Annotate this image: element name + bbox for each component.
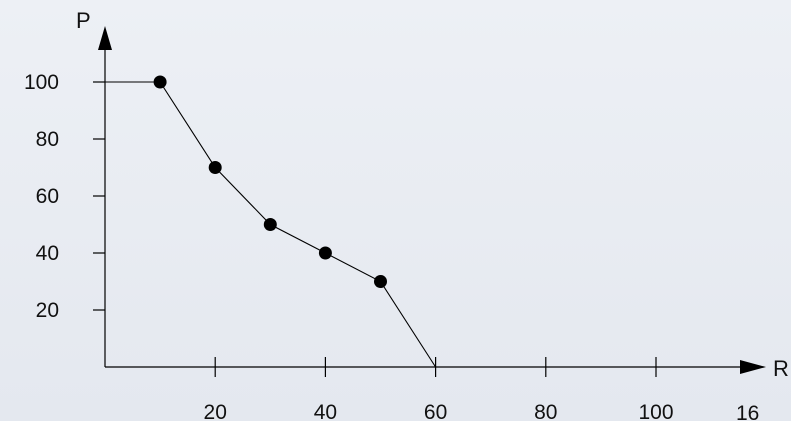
x-tick-label: 60 bbox=[424, 401, 447, 421]
y-tick-label: 60 bbox=[36, 185, 59, 208]
x-axis-label: R bbox=[773, 356, 789, 381]
x-tick-label: 20 bbox=[204, 401, 227, 421]
x-tick-label: 80 bbox=[534, 401, 557, 421]
x-tick-label: 40 bbox=[314, 401, 337, 421]
series bbox=[105, 75, 437, 368]
data-point bbox=[263, 218, 277, 231]
y-axis-label: P bbox=[76, 8, 91, 33]
y-ticks: 20 40 60 80 100 bbox=[24, 71, 105, 322]
page-number: 16 bbox=[736, 402, 759, 421]
x-ticks: 20 40 60 80 100 bbox=[204, 357, 674, 421]
data-point bbox=[153, 75, 167, 89]
y-tick-label: 100 bbox=[24, 71, 59, 94]
data-point bbox=[208, 161, 222, 174]
data-point bbox=[374, 275, 387, 288]
y-tick-label: 80 bbox=[36, 128, 59, 151]
y-tick-label: 20 bbox=[36, 299, 59, 322]
x-axis-arrow bbox=[740, 360, 766, 374]
data-point bbox=[318, 246, 332, 260]
y-axis-arrow bbox=[98, 26, 112, 50]
y-tick-label: 40 bbox=[36, 242, 59, 265]
axes: R P bbox=[76, 8, 789, 381]
x-tick-label: 100 bbox=[638, 401, 673, 421]
